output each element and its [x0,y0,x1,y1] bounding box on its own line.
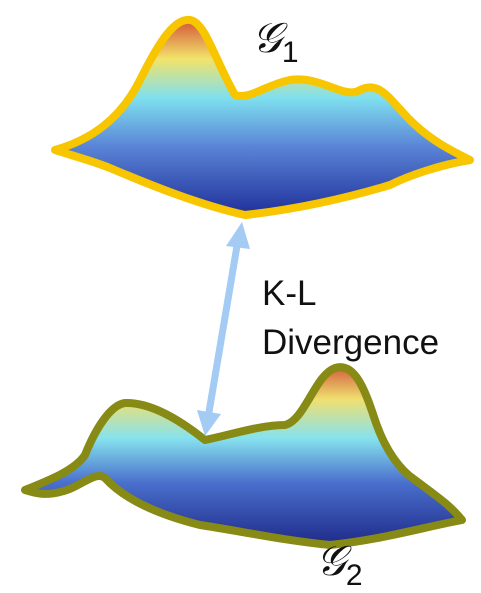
double-arrow [197,222,250,436]
node-label: 𝒢1 [252,13,299,69]
diagram: 𝒢1 𝒢2 K-L Divergence [0,0,481,593]
node-subscript: 2 [346,559,363,592]
node-subscript: 1 [282,36,299,69]
edge-label: K-L [262,274,316,313]
edge-label: Divergence [262,323,439,362]
surface-2 [25,367,462,545]
